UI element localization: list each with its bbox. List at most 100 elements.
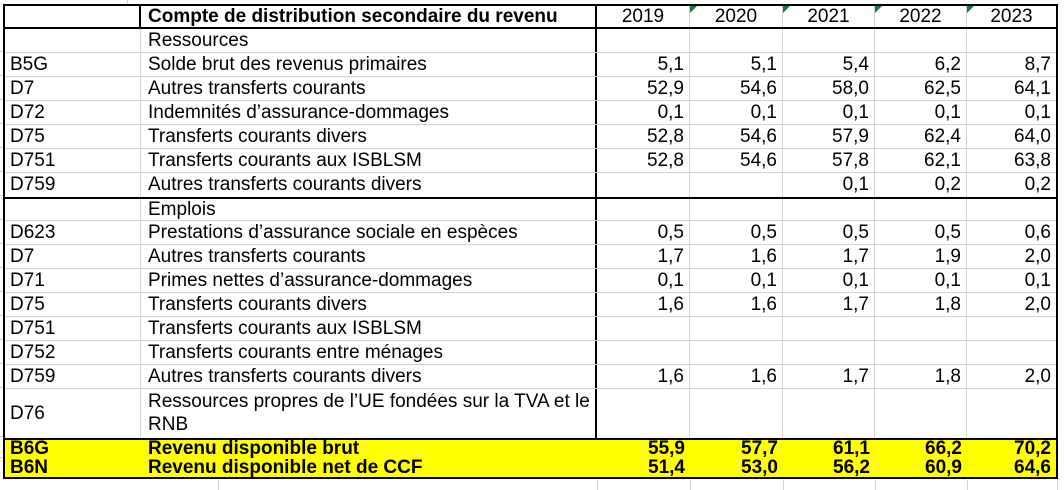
value-cell[interactable]: 0,2 bbox=[875, 173, 967, 197]
row-label-cell[interactable]: Solde brut des revenus primaires bbox=[141, 53, 597, 76]
value-cell[interactable] bbox=[967, 317, 1056, 340]
value-cell[interactable]: 2,0 bbox=[1024, 293, 1051, 315]
value-cell[interactable]: 0,1 bbox=[783, 101, 875, 124]
row-label-cell[interactable]: Transferts courants aux ISBLSM bbox=[141, 149, 597, 172]
year-header-cell[interactable]: 2023 bbox=[967, 6, 1056, 27]
row-label-cell[interactable]: Autres transferts courants bbox=[141, 245, 597, 268]
value-cell[interactable] bbox=[597, 317, 690, 340]
value-cell[interactable]: 1,7 bbox=[783, 293, 875, 316]
row-label-cell[interactable]: Transferts courants entre ménages bbox=[141, 341, 597, 364]
value-cell[interactable]: 62,5 bbox=[875, 77, 967, 100]
row-code-cell[interactable]: D751 bbox=[5, 149, 141, 172]
value-cell[interactable]: 60,9 bbox=[925, 458, 962, 477]
header-code-cell[interactable] bbox=[5, 6, 141, 27]
value-cell[interactable]: 1,6 bbox=[690, 365, 783, 388]
value-cell[interactable]: 52,9 bbox=[597, 77, 690, 100]
row-code-cell[interactable]: D7 bbox=[5, 77, 141, 100]
row-code-cell[interactable]: D76 bbox=[5, 389, 141, 438]
value-cell[interactable]: 0,1 bbox=[1024, 269, 1051, 291]
value-cell[interactable] bbox=[597, 341, 690, 364]
row-code-cell[interactable]: D751 bbox=[5, 317, 141, 340]
value-cell[interactable]: 63,8 bbox=[1014, 149, 1051, 171]
value-cell[interactable]: 66,2 bbox=[925, 440, 962, 458]
year-header-cell[interactable]: 2021 bbox=[783, 6, 875, 27]
value-cell[interactable]: 57,9 bbox=[783, 125, 875, 148]
year-header-cell[interactable]: 2019 bbox=[597, 6, 690, 27]
value-cell[interactable]: 64,1 bbox=[1014, 77, 1051, 99]
value-cell[interactable]: 61,1 bbox=[833, 440, 870, 458]
value-cell[interactable]: 0,1 bbox=[1024, 101, 1051, 123]
row-label-cell[interactable]: Transferts courants divers bbox=[141, 125, 597, 148]
row-label-cell[interactable]: Transferts courants divers bbox=[141, 293, 597, 316]
row-label-cell[interactable]: Ressources propres de l’UE fondées sur l… bbox=[141, 389, 597, 438]
row-code-cell[interactable]: D623 bbox=[5, 221, 141, 244]
value-cell[interactable]: 52,8 bbox=[597, 125, 690, 148]
value-cell[interactable]: 1,6 bbox=[597, 365, 690, 388]
row-code-cell[interactable]: B6G bbox=[10, 440, 50, 458]
value-cell[interactable] bbox=[597, 173, 690, 197]
value-cell[interactable]: 0,2 bbox=[1024, 174, 1051, 196]
value-cell[interactable]: 1,9 bbox=[875, 245, 967, 268]
value-cell[interactable]: 1,8 bbox=[875, 365, 967, 388]
row-label-cell[interactable]: Revenu disponible brut bbox=[148, 440, 360, 458]
value-cell[interactable] bbox=[690, 389, 783, 438]
value-cell[interactable]: 58,0 bbox=[783, 77, 875, 100]
year-header-cell[interactable]: 2022 bbox=[875, 6, 967, 27]
row-label-cell[interactable]: Primes nettes d’assurance-dommages bbox=[141, 269, 597, 292]
value-cell[interactable] bbox=[690, 199, 783, 220]
row-label-cell[interactable]: Transferts courants aux ISBLSM bbox=[141, 317, 597, 340]
row-code-cell[interactable]: D752 bbox=[5, 341, 141, 364]
value-cell[interactable] bbox=[875, 389, 967, 438]
value-cell[interactable]: 5,4 bbox=[783, 53, 875, 76]
value-cell[interactable]: 62,1 bbox=[875, 149, 967, 172]
value-cell[interactable]: 2,0 bbox=[1024, 245, 1051, 267]
value-cell[interactable] bbox=[875, 199, 967, 220]
value-cell[interactable]: 54,6 bbox=[690, 149, 783, 172]
value-cell[interactable] bbox=[597, 199, 690, 220]
row-label-cell[interactable]: Indemnités d’assurance-dommages bbox=[141, 101, 597, 124]
value-cell[interactable] bbox=[967, 29, 1056, 52]
value-cell[interactable]: 54,6 bbox=[690, 125, 783, 148]
row-label-cell[interactable]: Emplois bbox=[141, 199, 597, 220]
value-cell[interactable]: 57,7 bbox=[741, 440, 778, 458]
value-cell[interactable]: 1,6 bbox=[690, 293, 783, 316]
value-cell[interactable]: 0,1 bbox=[783, 173, 875, 197]
value-cell[interactable]: 6,2 bbox=[875, 53, 967, 76]
value-cell[interactable] bbox=[875, 29, 967, 52]
value-cell[interactable]: 0,1 bbox=[597, 101, 690, 124]
row-code-cell[interactable]: D71 bbox=[5, 269, 141, 292]
row-code-cell[interactable] bbox=[5, 29, 141, 52]
value-cell[interactable]: 64,6 bbox=[1014, 458, 1051, 477]
value-cell[interactable]: 8,7 bbox=[1024, 53, 1051, 75]
value-cell[interactable]: 0,5 bbox=[597, 221, 690, 244]
value-cell[interactable]: 57,8 bbox=[783, 149, 875, 172]
value-cell[interactable]: 0,1 bbox=[690, 101, 783, 124]
value-cell[interactable] bbox=[783, 341, 875, 364]
row-label-cell[interactable]: Autres transferts courants divers bbox=[141, 173, 597, 197]
value-cell[interactable]: 5,1 bbox=[690, 53, 783, 76]
value-cell[interactable]: 53,0 bbox=[741, 458, 778, 477]
value-cell[interactable] bbox=[783, 389, 875, 438]
value-cell[interactable]: 1,7 bbox=[783, 245, 875, 268]
value-cell[interactable]: 62,4 bbox=[875, 125, 967, 148]
value-cell[interactable]: 52,8 bbox=[597, 149, 690, 172]
row-code-cell[interactable]: B6N bbox=[10, 458, 49, 477]
row-code-cell[interactable]: B5G bbox=[5, 53, 141, 76]
row-code-cell[interactable] bbox=[5, 199, 141, 220]
value-cell[interactable]: 5,1 bbox=[597, 53, 690, 76]
value-cell[interactable] bbox=[875, 317, 967, 340]
value-cell[interactable]: 0,5 bbox=[875, 221, 967, 244]
value-cell[interactable] bbox=[690, 317, 783, 340]
row-code-cell[interactable]: D759 bbox=[5, 173, 141, 197]
row-label-cell[interactable]: Revenu disponible net de CCF bbox=[148, 458, 423, 477]
value-cell[interactable] bbox=[597, 389, 690, 438]
value-cell[interactable]: 0,1 bbox=[875, 269, 967, 292]
value-cell[interactable] bbox=[967, 389, 1056, 438]
value-cell[interactable]: 0,5 bbox=[783, 221, 875, 244]
value-cell[interactable]: 64,0 bbox=[1014, 125, 1051, 147]
value-cell[interactable]: 1,7 bbox=[783, 365, 875, 388]
row-label-cell[interactable]: Autres transferts courants divers bbox=[141, 365, 597, 388]
value-cell[interactable]: 0,1 bbox=[597, 269, 690, 292]
value-cell[interactable] bbox=[690, 173, 783, 197]
value-cell[interactable]: 51,4 bbox=[648, 458, 685, 477]
